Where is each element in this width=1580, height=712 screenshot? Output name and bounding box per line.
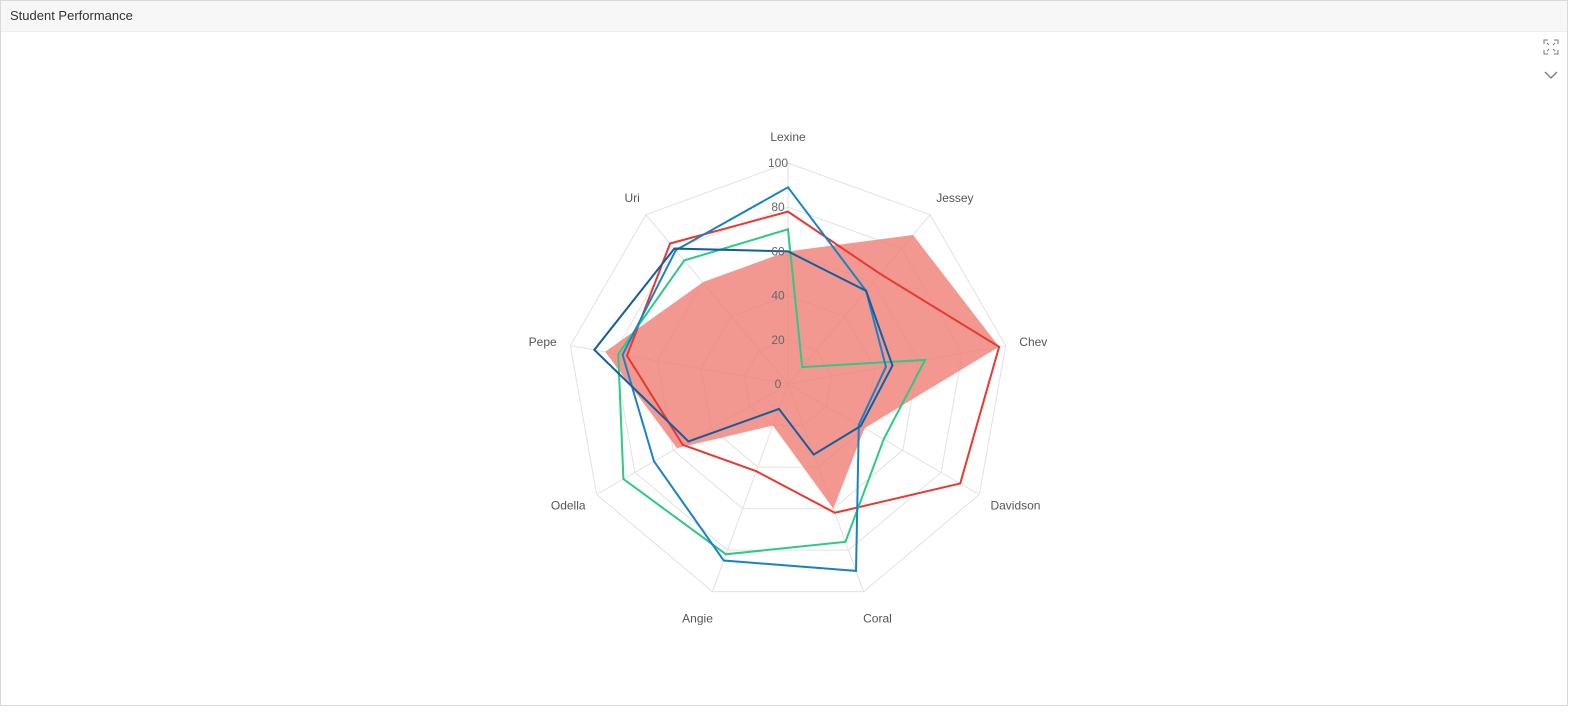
grid-ring [569,162,1007,593]
axis-label: Coral [863,611,892,625]
series-line[interactable] [617,227,927,556]
panel-title: Student Performance [10,8,133,23]
axis-label: Jessey [936,191,973,205]
axis-label: Odella [551,499,586,513]
radar-axis-labels: Lexine Jessey Chev Davidson Coral Angie Odella… [529,130,1048,625]
axis-label: Chev [1019,335,1047,349]
panel-header: Student Performance [1,1,1567,32]
axis-label: Lexine [770,130,806,144]
chevron-down-icon[interactable] [1543,67,1559,83]
tick-label: 20 [771,333,785,347]
expand-icon[interactable] [1543,39,1559,55]
tick-label: 0 [775,377,782,391]
tick-label: 60 [771,244,785,258]
axis-label: Angie [682,611,713,625]
tick-label: 40 [771,289,785,303]
tick-label: 100 [768,156,788,170]
axis-label: Pepe [529,335,557,349]
series-line[interactable] [621,186,887,572]
series-line[interactable] [625,210,1001,514]
series-area[interactable] [605,235,1000,509]
axis-label: Davidson [990,499,1040,513]
radar-series [592,186,1001,572]
radar-ticks: 0 20 40 60 80 100 [768,156,788,391]
tick-label: 80 [771,200,785,214]
axis-label: Uri [624,191,639,205]
series-line[interactable] [592,247,894,456]
